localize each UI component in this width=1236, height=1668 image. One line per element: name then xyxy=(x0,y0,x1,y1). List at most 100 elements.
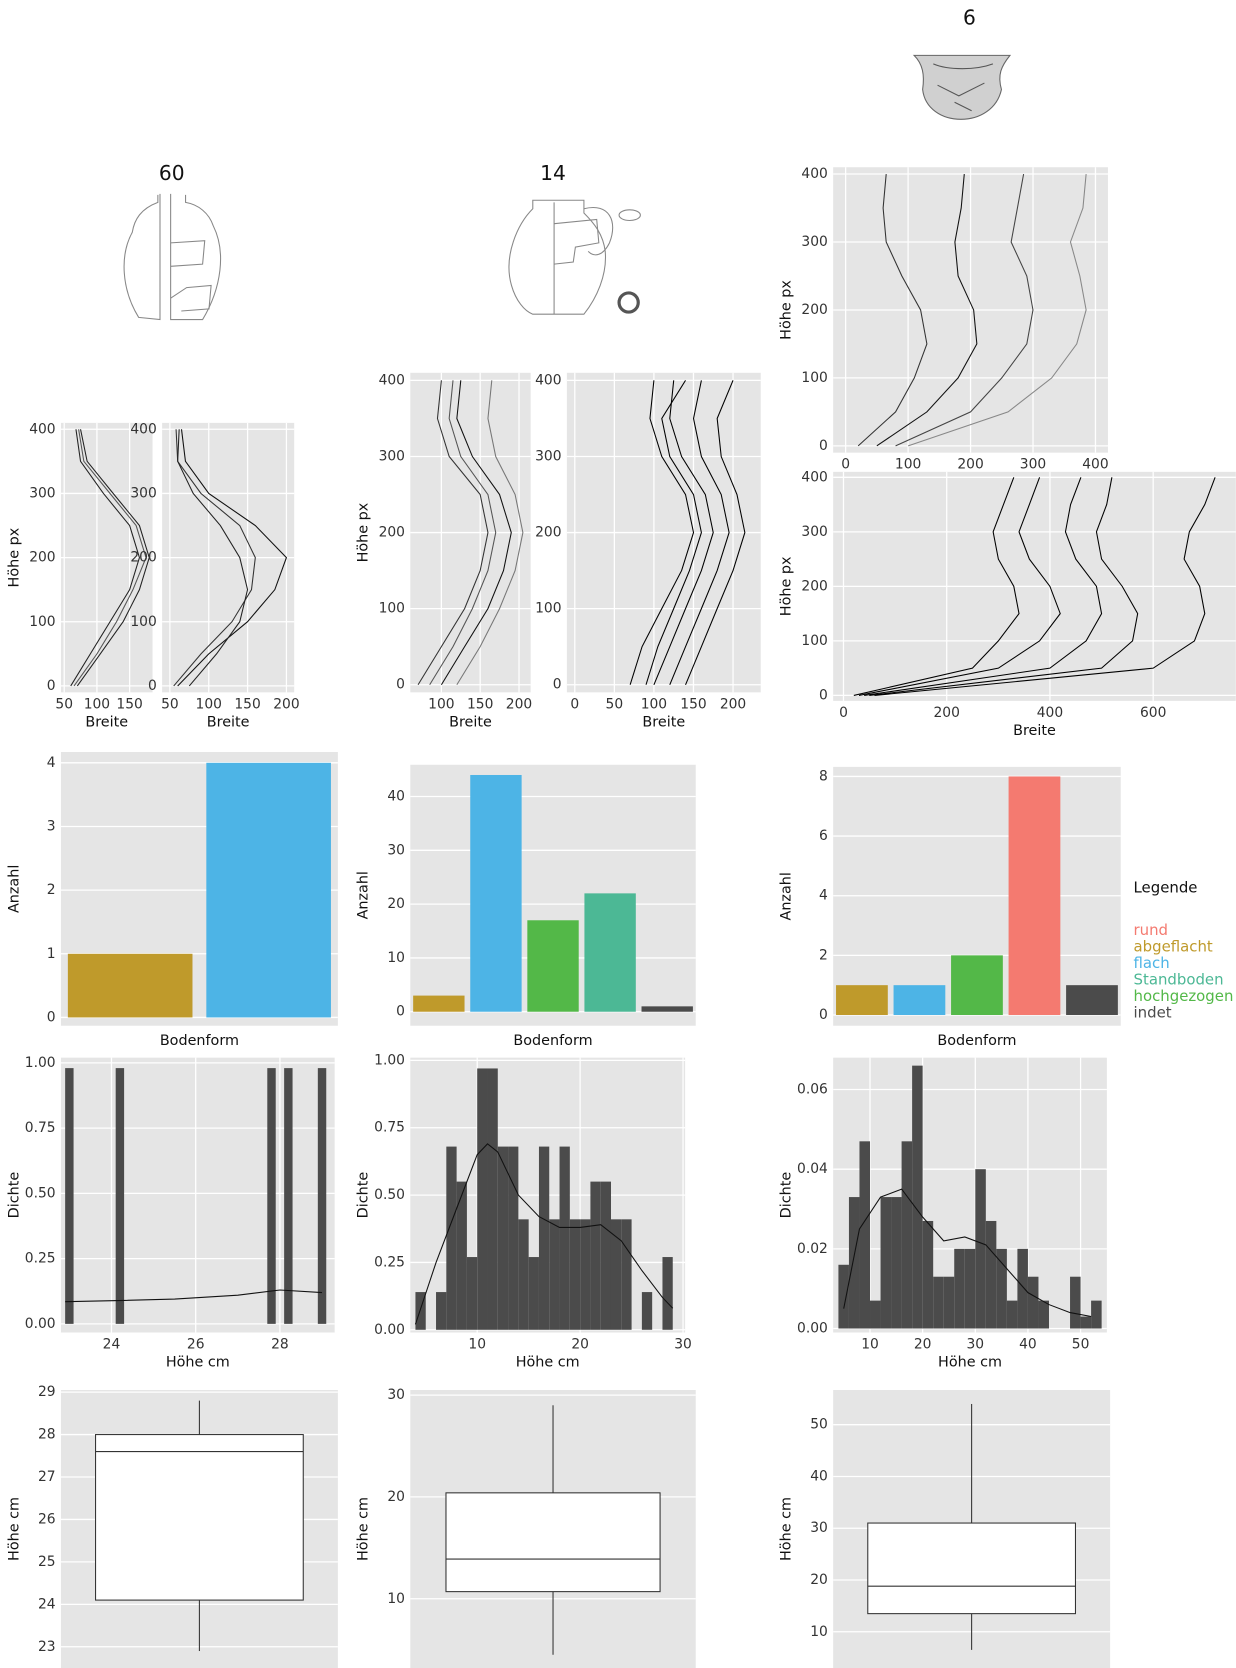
histogram-bar xyxy=(1017,1248,1028,1329)
profile-line xyxy=(173,429,256,687)
column-title: 14 xyxy=(540,161,566,185)
y-tick-label: 10 xyxy=(387,1591,405,1607)
y-tick-label: 40 xyxy=(387,789,405,805)
histogram-bar xyxy=(528,1257,539,1330)
x-tick-label: 200 xyxy=(720,696,746,712)
profile-line xyxy=(177,429,249,687)
histogram-bar xyxy=(1070,1276,1081,1329)
y-axis-label: Höhe cm xyxy=(356,1497,372,1561)
histogram-bar xyxy=(456,1181,467,1330)
x-tick-label: 150 xyxy=(467,696,493,712)
histogram-bar xyxy=(477,1068,488,1330)
legend-entry: rund xyxy=(1134,921,1169,939)
bar xyxy=(1008,776,1061,1015)
bar xyxy=(67,953,193,1018)
histogram-bar xyxy=(65,1068,74,1324)
y-tick-label: 0.00 xyxy=(25,1316,56,1332)
histogram-bar xyxy=(1080,1316,1092,1329)
bar xyxy=(836,985,888,1015)
profile-line xyxy=(645,380,702,685)
legend-entry: hochgezogen xyxy=(1134,987,1234,1005)
bar xyxy=(641,1006,693,1012)
y-tick-label: 0.02 xyxy=(797,1241,828,1257)
y-tick-label: 30 xyxy=(810,1520,828,1536)
x-tick-label: 50 xyxy=(1072,1336,1090,1352)
y-tick-label: 4 xyxy=(819,888,828,904)
histogram-bar xyxy=(621,1219,632,1330)
histogram-bar xyxy=(267,1068,276,1324)
x-axis-label: Höhe cm xyxy=(166,1355,230,1371)
y-tick-label: 6 xyxy=(819,828,828,844)
y-tick-label: 200 xyxy=(130,550,156,566)
histogram-bar xyxy=(922,1220,934,1329)
y-tick-label: 0.50 xyxy=(25,1185,56,1201)
x-tick-label: 600 xyxy=(1140,705,1166,721)
x-tick-label: 400 xyxy=(1082,457,1108,473)
x-axis-label: Breite xyxy=(642,714,685,730)
profile-line xyxy=(177,429,288,687)
y-tick-label: 26 xyxy=(38,1511,56,1527)
y-tick-label: 1 xyxy=(47,946,56,962)
x-axis-label: Höhe cm xyxy=(516,1355,580,1371)
histogram-bar xyxy=(912,1065,923,1329)
y-tick-label: 0 xyxy=(819,1007,828,1023)
histogram-bar xyxy=(466,1257,478,1330)
box xyxy=(867,1522,1077,1615)
y-tick-label: 0.50 xyxy=(374,1187,405,1203)
x-tick-label: 30 xyxy=(674,1336,692,1352)
y-axis-label: Höhe cm xyxy=(6,1497,22,1561)
histogram-bar xyxy=(559,1146,570,1330)
y-tick-label: 0 xyxy=(819,438,828,454)
x-tick-label: 200 xyxy=(273,696,299,712)
y-tick-label: 400 xyxy=(29,421,55,437)
y-tick-label: 100 xyxy=(801,370,827,386)
legend-entry: abgeflacht xyxy=(1134,938,1213,956)
bar xyxy=(206,762,331,1018)
x-axis-label: Breite xyxy=(207,714,250,730)
y-tick-label: 1.00 xyxy=(25,1055,56,1071)
y-tick-label: 0 xyxy=(553,677,562,693)
histogram-bar xyxy=(943,1276,955,1329)
y-tick-label: 0.75 xyxy=(25,1120,56,1136)
y-tick-label: 300 xyxy=(130,485,156,501)
y-tick-label: 0 xyxy=(396,677,405,693)
y-tick-label: 200 xyxy=(535,525,561,541)
y-tick-label: 300 xyxy=(801,524,827,540)
histogram-bar xyxy=(901,1141,913,1329)
histogram-bar xyxy=(538,1146,550,1330)
histogram-bar xyxy=(549,1219,560,1330)
histogram-bar xyxy=(1006,1300,1018,1329)
y-tick-label: 28 xyxy=(38,1427,56,1443)
density-curve xyxy=(65,1289,323,1303)
histogram-bar xyxy=(848,1197,860,1329)
y-tick-label: 100 xyxy=(29,614,55,630)
y-tick-label: 0.75 xyxy=(374,1120,405,1136)
histogram-bar xyxy=(580,1219,591,1330)
density-curve xyxy=(414,1143,674,1325)
x-tick-label: 300 xyxy=(1020,457,1046,473)
y-tick-label: 200 xyxy=(801,302,827,318)
y-tick-label: 4 xyxy=(47,755,56,771)
profile-line xyxy=(669,380,730,685)
y-tick-label: 0.06 xyxy=(797,1082,828,1098)
profile-line xyxy=(76,429,150,687)
y-tick-label: 10 xyxy=(387,950,405,966)
profile-line xyxy=(876,173,978,447)
y-tick-label: 25 xyxy=(38,1554,56,1570)
histogram-bar xyxy=(610,1219,622,1330)
vessel-photo xyxy=(912,54,1012,120)
y-axis-label: Höhe px xyxy=(356,502,372,562)
histogram-bar xyxy=(487,1068,498,1330)
y-tick-label: 20 xyxy=(387,896,405,912)
y-tick-label: 20 xyxy=(387,1489,405,1505)
vessel-drawing xyxy=(508,199,641,315)
y-tick-label: 100 xyxy=(379,601,405,617)
y-tick-label: 30 xyxy=(387,1387,405,1403)
x-tick-label: 20 xyxy=(914,1336,932,1352)
x-axis-label: Breite xyxy=(85,714,128,730)
x-tick-label: 150 xyxy=(680,696,706,712)
y-tick-label: 0.04 xyxy=(797,1161,828,1177)
y-tick-label: 10 xyxy=(810,1624,828,1640)
y-tick-label: 30 xyxy=(387,842,405,858)
y-tick-label: 400 xyxy=(130,421,156,437)
